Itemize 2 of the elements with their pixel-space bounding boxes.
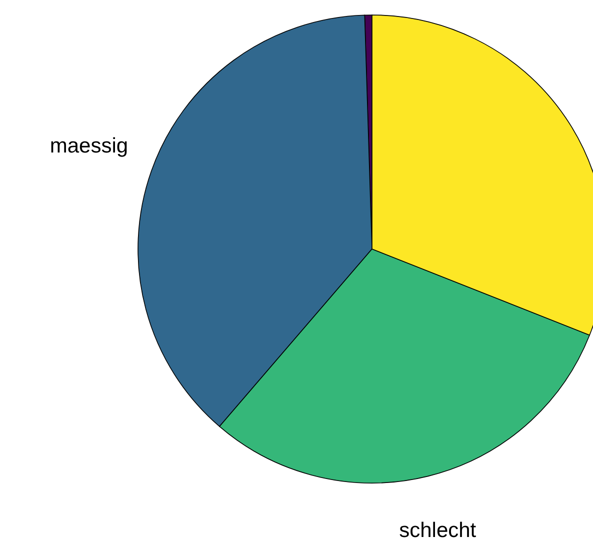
slice-label: maessig xyxy=(50,134,128,158)
slice-label: schlecht xyxy=(399,518,476,540)
